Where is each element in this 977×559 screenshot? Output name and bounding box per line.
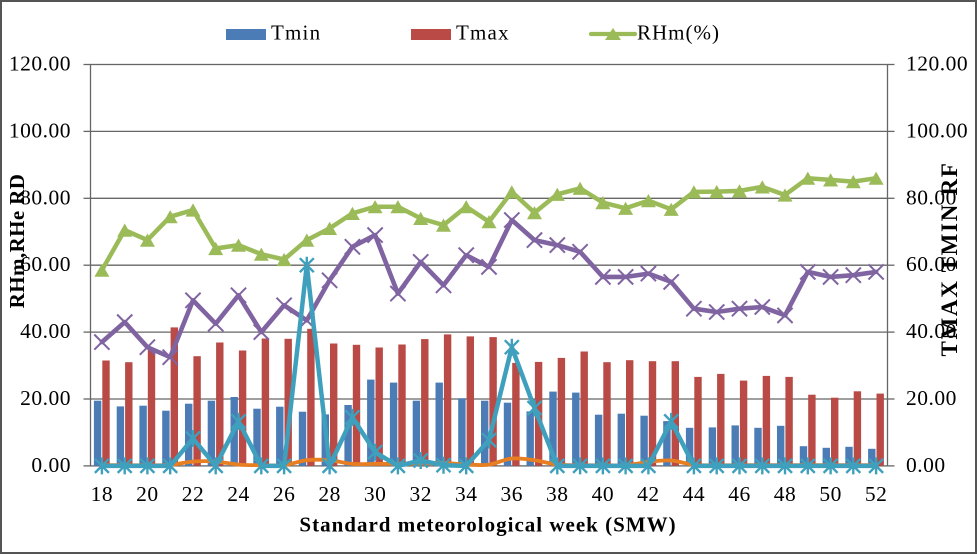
svg-text:80.00: 80.00 (906, 185, 957, 209)
svg-text:60.00: 60.00 (20, 252, 71, 276)
svg-text:20.00: 20.00 (906, 386, 957, 410)
svg-text:28: 28 (318, 482, 341, 506)
svg-text:100.00: 100.00 (9, 118, 71, 142)
svg-text:60.00: 60.00 (906, 252, 957, 276)
svg-text:120.00: 120.00 (9, 52, 71, 76)
svg-text:42: 42 (637, 482, 660, 506)
svg-text:26: 26 (273, 482, 296, 506)
svg-text:52: 52 (865, 482, 888, 506)
svg-text:Tmax: Tmax (456, 21, 510, 45)
svg-text:100.00: 100.00 (906, 118, 968, 142)
svg-text:RHm(%): RHm(%) (637, 21, 720, 45)
svg-text:34: 34 (455, 482, 478, 506)
svg-text:46: 46 (728, 482, 751, 506)
svg-text:30: 30 (364, 482, 387, 506)
svg-text:32: 32 (409, 482, 432, 506)
svg-text:22: 22 (182, 482, 205, 506)
svg-text:0.00: 0.00 (31, 453, 71, 477)
svg-text:40: 40 (592, 482, 615, 506)
svg-text:0.00: 0.00 (906, 453, 946, 477)
svg-text:18: 18 (91, 482, 114, 506)
svg-text:40.00: 40.00 (20, 319, 71, 343)
svg-text:48: 48 (774, 482, 797, 506)
svg-text:80.00: 80.00 (20, 185, 71, 209)
svg-text:20: 20 (136, 482, 159, 506)
svg-text:20.00: 20.00 (20, 386, 71, 410)
svg-text:TMAX TMIN RF: TMAX TMIN RF (937, 161, 962, 356)
svg-text:RHm,RHe RD: RHm,RHe RD (5, 174, 29, 309)
svg-text:120.00: 120.00 (906, 52, 968, 76)
svg-text:Standard meteorological week (: Standard meteorological week (SMW) (299, 513, 676, 537)
svg-text:38: 38 (546, 482, 569, 506)
svg-text:24: 24 (227, 482, 250, 506)
svg-text:44: 44 (683, 482, 706, 506)
svg-text:40.00: 40.00 (906, 319, 957, 343)
svg-text:50: 50 (819, 482, 842, 506)
svg-text:Tmin: Tmin (271, 21, 321, 45)
svg-text:36: 36 (501, 482, 524, 506)
